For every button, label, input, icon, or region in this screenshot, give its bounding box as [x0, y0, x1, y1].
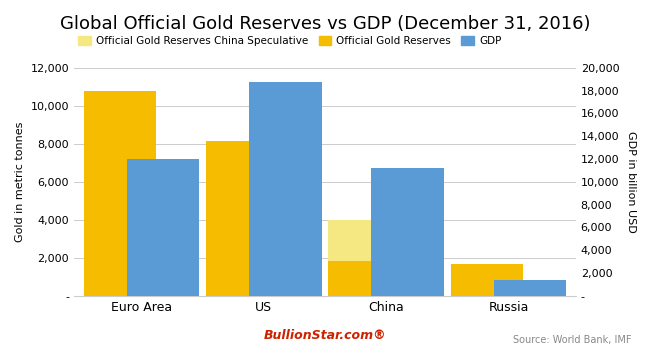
Bar — [249, 82, 322, 296]
Title: Global Official Gold Reserves vs GDP (December 31, 2016): Global Official Gold Reserves vs GDP (De… — [60, 15, 590, 33]
Bar — [83, 91, 156, 296]
Legend: Official Gold Reserves China Speculative, Official Gold Reserves, GDP: Official Gold Reserves China Speculative… — [74, 32, 506, 51]
Bar — [328, 261, 401, 296]
Bar — [206, 142, 279, 296]
Bar — [494, 280, 566, 296]
Text: BullionStar.com®: BullionStar.com® — [264, 329, 387, 342]
Bar — [83, 91, 156, 296]
Y-axis label: GDP in billion USD: GDP in billion USD — [626, 131, 636, 233]
Y-axis label: Gold in metric tonnes: Gold in metric tonnes — [15, 122, 25, 242]
Bar — [372, 168, 444, 296]
Text: Source: World Bank, IMF: Source: World Bank, IMF — [513, 335, 631, 345]
Bar — [450, 264, 523, 296]
Bar — [328, 220, 401, 296]
Bar — [127, 159, 199, 296]
